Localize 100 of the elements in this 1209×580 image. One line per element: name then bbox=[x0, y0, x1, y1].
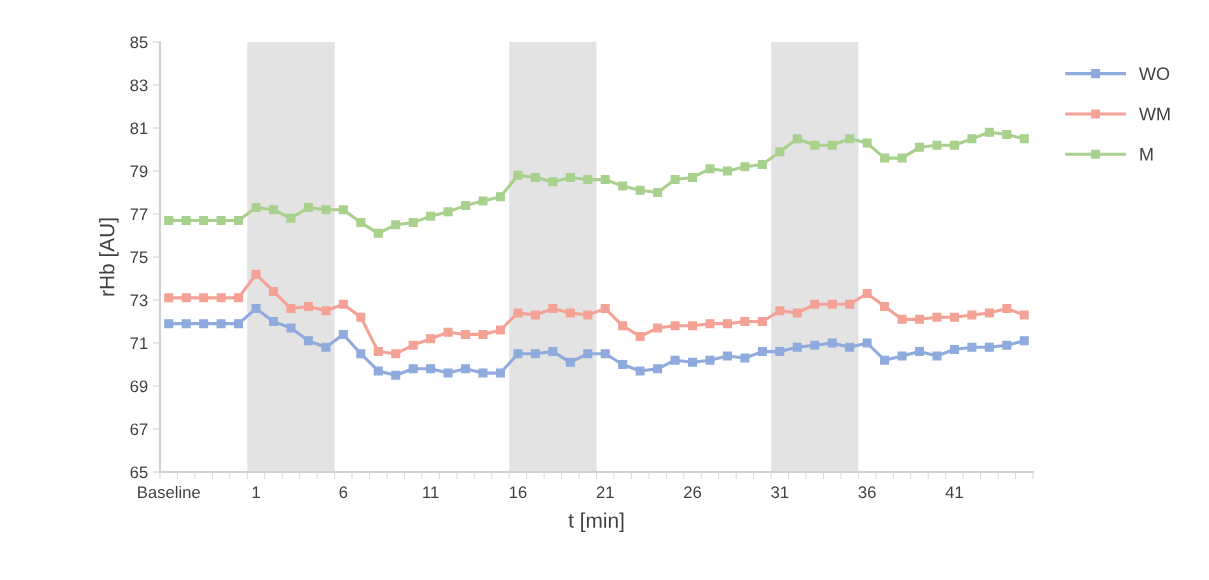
point bbox=[862, 289, 872, 299]
point bbox=[722, 166, 732, 176]
point bbox=[845, 299, 855, 309]
point bbox=[792, 308, 802, 318]
point bbox=[565, 357, 575, 367]
point bbox=[932, 312, 942, 322]
point bbox=[513, 170, 523, 180]
point bbox=[408, 218, 418, 228]
x-tick-label: 36 bbox=[858, 486, 876, 499]
point bbox=[775, 347, 785, 357]
point bbox=[338, 205, 348, 215]
point bbox=[391, 370, 401, 380]
point bbox=[548, 304, 558, 314]
point bbox=[914, 347, 925, 357]
point bbox=[618, 359, 628, 370]
point bbox=[373, 366, 383, 376]
point bbox=[338, 329, 348, 339]
point bbox=[897, 351, 907, 361]
point bbox=[321, 205, 331, 215]
point bbox=[199, 319, 209, 329]
point bbox=[530, 172, 540, 182]
point bbox=[461, 200, 471, 210]
point bbox=[583, 310, 593, 320]
point bbox=[722, 351, 732, 361]
point bbox=[495, 192, 505, 202]
point bbox=[880, 355, 890, 365]
point bbox=[949, 312, 959, 322]
point bbox=[391, 220, 401, 230]
point bbox=[757, 316, 767, 327]
point bbox=[862, 138, 872, 148]
point bbox=[1002, 304, 1012, 314]
x-tick-label: 1 bbox=[252, 486, 260, 498]
point bbox=[792, 134, 802, 144]
point bbox=[984, 308, 994, 318]
point bbox=[810, 299, 820, 309]
point bbox=[1019, 134, 1029, 144]
point bbox=[443, 207, 453, 217]
y-tick-label: 85 bbox=[130, 36, 148, 49]
point bbox=[967, 134, 977, 144]
x-tick-label: 21 bbox=[596, 486, 614, 498]
point bbox=[321, 342, 331, 352]
legend-label: WM bbox=[1139, 107, 1170, 121]
x-tick-label: 26 bbox=[684, 486, 702, 499]
point bbox=[251, 269, 261, 279]
point bbox=[268, 205, 279, 215]
point bbox=[688, 172, 698, 182]
x-tick-label: 41 bbox=[945, 486, 963, 498]
point bbox=[461, 329, 471, 339]
point bbox=[199, 293, 209, 303]
point bbox=[234, 215, 244, 225]
point bbox=[757, 160, 767, 170]
point bbox=[216, 215, 226, 225]
y-tick-label: 67 bbox=[130, 423, 148, 436]
point bbox=[845, 134, 855, 144]
point bbox=[705, 355, 715, 365]
point bbox=[949, 344, 959, 354]
point bbox=[600, 349, 610, 359]
point bbox=[408, 340, 418, 350]
point bbox=[653, 187, 663, 198]
point bbox=[478, 368, 488, 378]
x-tick-label: 6 bbox=[339, 486, 348, 499]
point bbox=[670, 321, 680, 331]
point bbox=[635, 185, 645, 195]
point bbox=[495, 368, 505, 378]
point bbox=[670, 355, 680, 365]
point bbox=[810, 140, 820, 150]
point bbox=[181, 319, 191, 329]
point bbox=[321, 306, 331, 316]
point bbox=[286, 213, 296, 223]
legend-label: WO bbox=[1139, 67, 1170, 81]
point bbox=[688, 321, 698, 331]
point bbox=[164, 319, 174, 329]
point bbox=[775, 147, 785, 157]
point bbox=[583, 349, 593, 359]
point bbox=[565, 172, 575, 182]
point bbox=[670, 175, 680, 185]
point bbox=[216, 319, 226, 329]
point bbox=[478, 329, 488, 339]
point bbox=[583, 175, 593, 185]
point bbox=[635, 366, 645, 376]
point bbox=[705, 319, 715, 329]
point bbox=[897, 314, 907, 324]
y-tick-label: 69 bbox=[130, 380, 148, 393]
point bbox=[740, 316, 750, 327]
point bbox=[530, 310, 540, 320]
y-tick-label: 71 bbox=[130, 337, 148, 350]
point bbox=[373, 347, 383, 357]
point bbox=[967, 310, 977, 320]
point bbox=[932, 140, 942, 150]
y-tick-label: 65 bbox=[130, 466, 148, 479]
point bbox=[880, 301, 890, 311]
point bbox=[338, 299, 348, 309]
point bbox=[495, 325, 505, 335]
point bbox=[949, 140, 959, 150]
point bbox=[1002, 340, 1012, 350]
point bbox=[426, 364, 436, 374]
x-axis-title: t [min] bbox=[568, 512, 624, 532]
point bbox=[234, 319, 244, 329]
point bbox=[810, 340, 820, 350]
point bbox=[1019, 336, 1029, 346]
